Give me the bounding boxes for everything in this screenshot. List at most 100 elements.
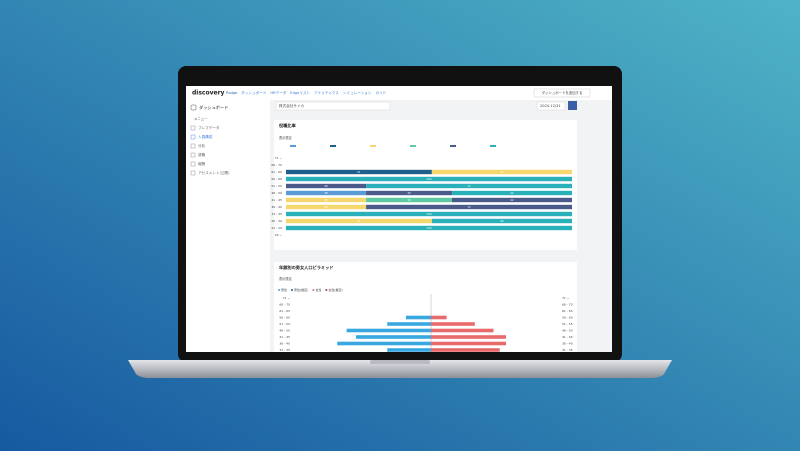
menu-icon [190, 143, 196, 149]
value-label: 28 [324, 205, 328, 209]
y-tick-label: 56 - 60 [271, 177, 282, 181]
legend-swatch [330, 145, 336, 147]
bar-segment [286, 176, 572, 182]
value-label: 42 [510, 198, 514, 202]
value-label: 100 [427, 226, 432, 230]
y-tick-label: 51 - 55 [562, 322, 573, 326]
y-tick-label: 36 - 40 [279, 342, 290, 346]
bar [387, 322, 431, 326]
y-tick-label: 71 ~ [283, 296, 291, 300]
settings[interactable]: 表示設定 [279, 276, 293, 281]
company-label[interactable]: 株式会社サイカ [279, 103, 305, 108]
bar [431, 335, 506, 339]
y-tick-label: 51 - 55 [271, 184, 282, 188]
bar-segment [286, 225, 572, 231]
bar [356, 335, 431, 339]
legend-swatch [370, 145, 376, 147]
menu-item[interactable]: 報酬 [198, 161, 206, 166]
y-tick-label: 66 - 70 [562, 303, 573, 307]
value-label: 42 [510, 191, 514, 195]
y-tick-label: 46 - 50 [271, 191, 282, 195]
nav-link[interactable]: ダッシュボード [241, 90, 267, 95]
menu-item[interactable]: 人員構成 [198, 134, 213, 139]
y-tick-label: 36 - 40 [271, 205, 282, 209]
add-button-label[interactable]: ダッシュボードを追加する [542, 90, 583, 95]
menu-item[interactable]: アセスメント(公開) [198, 170, 230, 175]
bar [431, 348, 500, 352]
y-tick-label: 31 - 35 [279, 348, 290, 352]
logo: discovery [192, 90, 225, 97]
nav-link[interactable]: Edgeリスト [290, 90, 310, 95]
bar-segment [286, 183, 367, 189]
dashboard-icon [190, 104, 197, 111]
date-label[interactable]: 2024.12/31 [540, 104, 561, 108]
value-label: 51 [357, 219, 361, 223]
menu-icon [190, 125, 196, 131]
value-label: 49 [500, 170, 504, 174]
nav-link[interactable]: シミュレーション [343, 91, 372, 95]
y-tick-label: 61 - 65 [562, 309, 573, 313]
value-label: 28 [324, 191, 328, 195]
value-label: 100 [427, 212, 432, 216]
bar-segment [286, 169, 432, 175]
bar [406, 315, 431, 320]
chart-title: 年齢別の男女人口ピラミッド [279, 264, 333, 271]
help-button[interactable] [568, 101, 577, 110]
legend-swatch [490, 145, 496, 147]
date-filter[interactable] [536, 101, 566, 111]
nav-link[interactable]: アナリティクス [314, 90, 339, 95]
legend-label: 男性(推定) [294, 287, 308, 292]
sidebar [186, 100, 270, 352]
legend-swatch [450, 145, 456, 147]
bar-segment [286, 190, 367, 196]
legend-dot [278, 289, 280, 291]
value-label: 72 [467, 184, 471, 188]
menu-item[interactable]: プレマデータ [198, 125, 220, 130]
menu-item[interactable]: 退職 [198, 152, 206, 157]
settings[interactable]: 表示設定 [279, 135, 293, 140]
bar [337, 341, 431, 346]
bar [387, 348, 431, 352]
bar [431, 328, 494, 333]
nav-link[interactable]: ガイド [376, 90, 387, 95]
y-tick-label: 56 - 60 [279, 316, 290, 320]
bar-segment [451, 190, 572, 196]
bar-segment [431, 218, 572, 224]
y-tick-label: 31 - 35 [562, 348, 573, 352]
bar [431, 341, 506, 346]
y-tick-label: 71 ~ [275, 156, 283, 160]
company-filter[interactable] [275, 101, 391, 111]
screen: discovery ダッシュボードを追加する 株式会社サイカ 2024.12/3… [186, 86, 612, 352]
card [274, 262, 577, 352]
add-button[interactable] [533, 88, 591, 98]
menu-icon [190, 161, 196, 167]
y-tick-label: 21 - 25 [271, 226, 282, 230]
y-tick-label: 41 - 45 [562, 335, 573, 339]
sidebar-menu: メニュー [194, 117, 208, 121]
bar-segment [451, 197, 572, 203]
legend-dot [325, 289, 328, 291]
y-tick-label: 41 - 45 [279, 335, 290, 339]
y-tick-label: 66 - 70 [271, 163, 282, 167]
y-tick-label: 31 - 35 [271, 212, 282, 216]
y-tick-label: 46 - 50 [562, 329, 573, 333]
legend-label: 男性 [281, 287, 287, 292]
legend-dot [291, 289, 294, 291]
notch [370, 360, 430, 364]
bar-segment [366, 204, 572, 210]
nav-link[interactable]: Pudge [226, 91, 238, 95]
value-label: 49 [500, 219, 504, 223]
menu-item[interactable]: 分析 [198, 143, 206, 148]
top-bar [186, 86, 612, 100]
legend-swatch [410, 145, 416, 147]
y-tick-label: 51 - 55 [279, 322, 290, 326]
bar-segment [431, 169, 572, 175]
legend-label: 女性(推定) [328, 287, 342, 292]
sidebar-title: ダッシュボード [199, 104, 228, 111]
bar [431, 322, 475, 326]
nav-link[interactable]: HRデータ [270, 90, 286, 95]
value-label: 51 [357, 170, 361, 174]
y-tick-label: 56 - 60 [562, 316, 573, 320]
value-label: 28 [324, 184, 328, 188]
